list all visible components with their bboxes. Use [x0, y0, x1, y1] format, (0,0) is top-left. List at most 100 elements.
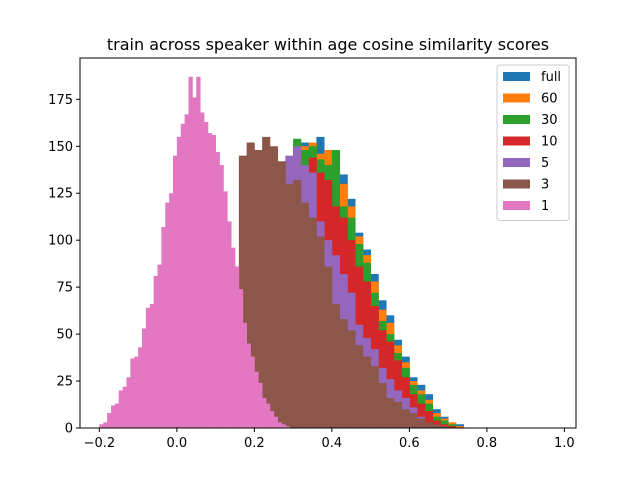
- bar-1-41: [258, 382, 263, 428]
- bar-1-30: [215, 151, 220, 428]
- x-tick-label: 0.0: [167, 436, 188, 451]
- bar-3-21: [401, 409, 410, 428]
- bar-1-37: [242, 322, 248, 428]
- bar-3-22: [409, 412, 418, 428]
- x-tick-label: 1.0: [554, 436, 575, 451]
- bars-layer: [99, 76, 465, 429]
- bar-1-4: [114, 403, 120, 428]
- bar-10-20: [448, 426, 457, 428]
- bar-1-17: [165, 202, 170, 428]
- bar-1-44: [269, 411, 275, 428]
- bar-1-31: [219, 165, 224, 428]
- bar-10-17: [424, 411, 434, 428]
- bar-3-12: [331, 304, 341, 428]
- y-axis: 0 25 50 75 100 125 150 175: [48, 93, 80, 437]
- bar-1-40: [254, 371, 259, 428]
- bar-1-20: [176, 136, 182, 429]
- legend-label-3: 3: [541, 178, 549, 193]
- y-tick-label: 0: [65, 422, 73, 437]
- bar-1-1: [103, 422, 108, 428]
- bar-1-46: [277, 422, 282, 428]
- bar-1-14: [153, 275, 158, 428]
- bar-10-16: [417, 403, 426, 428]
- bar-3-14: [347, 330, 356, 428]
- plot-frame: [79, 57, 577, 429]
- bar-3-10: [316, 236, 325, 428]
- bar-1-23: [188, 76, 193, 428]
- bar-1-24: [192, 97, 197, 429]
- bar-1-15: [157, 264, 162, 428]
- legend-label-30: 30: [541, 113, 558, 128]
- bar-1-13: [149, 304, 155, 428]
- bar-3-11: [324, 266, 333, 428]
- bar-1-32: [223, 191, 228, 428]
- legend-swatch-1: [503, 201, 530, 210]
- bar-1-9: [134, 356, 139, 428]
- y-tick-label: 50: [56, 328, 73, 343]
- x-tick-label: 0.2: [244, 436, 265, 451]
- x-axis: −0.2 0.0 0.2 0.4 0.6 0.8 1.0: [84, 428, 575, 451]
- bar-3-19: [386, 397, 395, 428]
- bar-1-42: [262, 397, 267, 428]
- bar-3-23: [417, 418, 426, 428]
- legend-swatch-3: [503, 179, 530, 189]
- bar-1-10: [138, 347, 143, 428]
- bar-3-15: [355, 345, 364, 428]
- bar-1-35: [235, 266, 240, 428]
- x-tick-label: 0.4: [322, 436, 343, 451]
- y-tick-label: 75: [56, 281, 73, 296]
- bar-3-4: [269, 146, 279, 428]
- bar-3-6: [285, 183, 294, 428]
- bar-60-21: [455, 426, 465, 428]
- bar-1-33: [227, 221, 232, 428]
- bar-3-8: [300, 202, 310, 428]
- bar-1-29: [211, 135, 217, 429]
- bar-1-38: [246, 343, 251, 428]
- legend-label-60: 60: [541, 92, 558, 107]
- legend-swatch-30: [503, 115, 530, 124]
- y-tick-label: 25: [56, 375, 73, 390]
- bar-3-1: [246, 142, 255, 428]
- y-tick-label: 150: [48, 140, 73, 155]
- bar-3-5: [277, 161, 286, 428]
- bar-1-0: [99, 424, 104, 428]
- series-3: [238, 136, 449, 429]
- bar-1-25: [196, 76, 201, 428]
- bar-3-13: [339, 319, 348, 428]
- legend-label-5: 5: [541, 156, 549, 171]
- bar-3-2: [254, 150, 263, 428]
- bar-1-28: [207, 133, 213, 429]
- bar-1-8: [130, 358, 135, 428]
- bar-1-43: [266, 403, 271, 428]
- legend: full 60 30 10 5 3 1: [496, 64, 570, 221]
- bar-1-16: [161, 227, 166, 428]
- bar-3-24: [424, 422, 434, 428]
- y-tick-label: 175: [48, 93, 73, 108]
- series-1: [99, 76, 290, 429]
- bar-1-18: [169, 193, 174, 428]
- bar-1-11: [142, 328, 147, 428]
- legend-swatch-full: [503, 72, 530, 81]
- bar-3-17: [370, 366, 379, 428]
- bar-3-25: [432, 424, 441, 428]
- bar-1-26: [200, 112, 205, 428]
- bar-1-6: [122, 386, 127, 428]
- x-tick-label: 0.8: [477, 436, 498, 451]
- bar-3-18: [378, 382, 387, 428]
- bar-3-16: [362, 356, 372, 428]
- bar-1-19: [173, 155, 178, 428]
- legend-swatch-60: [503, 93, 530, 103]
- bar-1-2: [107, 412, 112, 428]
- chart-title: train across speaker within age cosine s…: [107, 35, 549, 54]
- bar-1-7: [126, 377, 131, 428]
- bar-3-9: [308, 217, 317, 428]
- y-tick-label: 125: [48, 187, 73, 202]
- legend-swatch-10: [503, 136, 530, 146]
- bar-3-26: [440, 426, 449, 428]
- bar-1-12: [145, 307, 151, 428]
- bar-1-5: [118, 390, 124, 428]
- legend-label-1: 1: [541, 199, 549, 214]
- x-tick-label: −0.2: [84, 436, 116, 451]
- bar-1-27: [204, 121, 209, 429]
